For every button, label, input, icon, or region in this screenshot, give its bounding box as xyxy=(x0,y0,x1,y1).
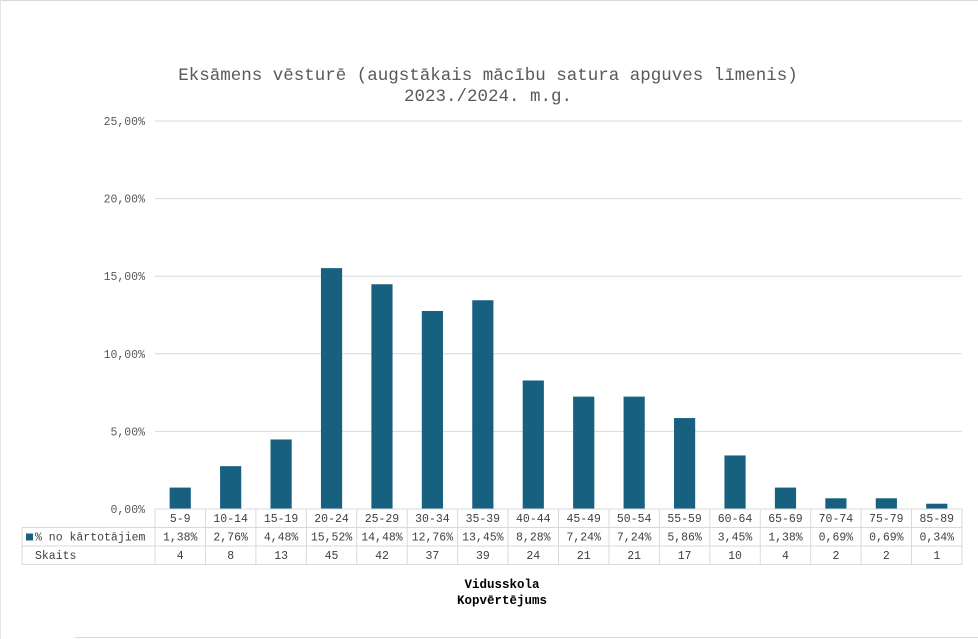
x-tick-label: 65-69 xyxy=(768,513,803,526)
bar xyxy=(774,487,797,509)
table-cell: 15,52% xyxy=(311,532,353,545)
table-cell: 7,24% xyxy=(617,532,652,545)
x-tick-label: 40-44 xyxy=(516,513,551,526)
table-cell: 13 xyxy=(274,550,288,563)
bar xyxy=(674,418,696,509)
x-tick-label: 70-74 xyxy=(819,513,854,526)
table-cell: 2 xyxy=(832,550,839,563)
x-tick-label: 45-49 xyxy=(566,513,601,526)
x-tick-label: 15-19 xyxy=(264,513,299,526)
table-cell: 0,69% xyxy=(819,532,854,545)
x-tick-label: 35-39 xyxy=(466,513,501,526)
bar xyxy=(522,380,544,509)
table-cell: 4 xyxy=(177,550,184,563)
legend-key xyxy=(26,533,33,541)
table-cell: 10 xyxy=(728,550,742,563)
table-cell: 2 xyxy=(883,550,890,563)
table-cell: 24 xyxy=(526,550,540,563)
x-tick-label: 50-54 xyxy=(617,513,652,526)
bar xyxy=(371,284,393,509)
table-cell: 39 xyxy=(476,550,490,563)
bar xyxy=(573,396,595,509)
row-label: Skaits xyxy=(35,550,76,563)
bar xyxy=(875,498,897,509)
y-tick-label: 0,00% xyxy=(110,504,145,517)
table-cell: 1 xyxy=(933,550,940,563)
y-tick-label: 20,00% xyxy=(104,194,146,207)
table-cell: 14,48% xyxy=(361,532,403,545)
legend-label: % no kārtotājiem xyxy=(35,532,146,545)
table-cell: 5,86% xyxy=(667,532,702,545)
chart-title-line2: 2023./2024. m.g. xyxy=(404,87,572,107)
table-cell: 0,34% xyxy=(920,532,955,545)
bar xyxy=(320,268,343,509)
y-tick-label: 5,00% xyxy=(110,426,145,439)
table-cell: 7,24% xyxy=(566,532,601,545)
y-tick-label: 15,00% xyxy=(104,271,146,284)
table-cell: 13,45% xyxy=(462,532,504,545)
table-cell: 21 xyxy=(577,550,591,563)
table-cell: 4 xyxy=(782,550,789,563)
x-tick-label: 75-79 xyxy=(869,513,904,526)
x-tick-label: 30-34 xyxy=(415,513,450,526)
x-tick-label: 10-14 xyxy=(213,513,248,526)
table-cell: 12,76% xyxy=(412,532,454,545)
table-cell: 1,38% xyxy=(768,532,803,545)
bar xyxy=(220,466,242,509)
chart-title-line1: Eksāmens vēsturē (augstākais mācību satu… xyxy=(178,66,798,86)
x-tick-label: 60-64 xyxy=(718,513,753,526)
y-tick-label: 25,00% xyxy=(104,116,146,129)
x-tick-label: 5-9 xyxy=(170,513,191,526)
table-cell: 8 xyxy=(227,550,234,563)
x-tick-label: 20-24 xyxy=(314,513,349,526)
bar xyxy=(169,487,191,509)
bar xyxy=(926,503,948,509)
frame-left-line xyxy=(0,0,1,639)
table-cell: 2,76% xyxy=(213,532,248,545)
x-tick-label: 55-59 xyxy=(667,513,702,526)
x-tick-label: 25-29 xyxy=(365,513,400,526)
x-axis-label-line1: Vidusskola xyxy=(464,578,540,592)
table-cell: 42 xyxy=(375,550,389,563)
bar xyxy=(472,300,494,509)
table-cell: 37 xyxy=(426,550,440,563)
table-cell: 45 xyxy=(325,550,339,563)
table-cell: 21 xyxy=(627,550,641,563)
x-axis-label-line2: Kopvērtējums xyxy=(457,594,547,608)
table-cell: 3,45% xyxy=(718,532,753,545)
table-cell: 8,28% xyxy=(516,532,551,545)
table-cell: 4,48% xyxy=(264,532,299,545)
y-tick-label: 10,00% xyxy=(104,349,146,362)
bar xyxy=(421,310,443,509)
bar xyxy=(623,396,645,509)
table-cell: 17 xyxy=(678,550,692,563)
x-tick-label: 85-89 xyxy=(920,513,955,526)
bar xyxy=(825,498,847,509)
table-cell: 0,69% xyxy=(869,532,904,545)
table-cell: 1,38% xyxy=(163,532,198,545)
frame-top-line xyxy=(0,0,978,1)
bar xyxy=(270,439,292,509)
bar xyxy=(724,455,746,509)
frame-bottom-line xyxy=(75,637,978,638)
